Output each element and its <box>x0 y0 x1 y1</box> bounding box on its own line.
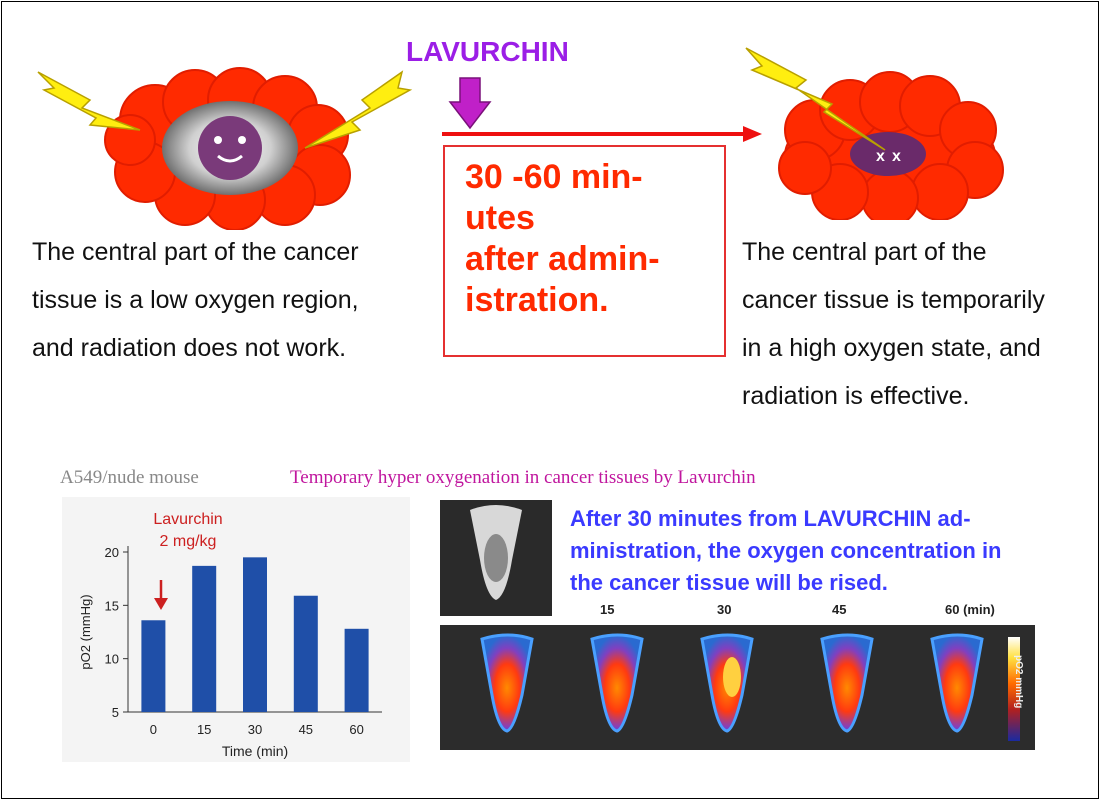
tumor-photo <box>440 500 552 616</box>
tumor-oxygenated-illustration: x x <box>745 47 1004 220</box>
x-tick-label: 60 <box>349 722 363 737</box>
lightning-bolt-icon <box>304 70 413 149</box>
epr-tumor-image-15 <box>590 633 644 733</box>
tumor-hypoxic-illustration <box>37 67 413 230</box>
y-tick-label: 15 <box>105 598 119 613</box>
bar-45 <box>293 595 318 712</box>
epr-tumor-image-45 <box>820 633 874 733</box>
cancer-cell-icon <box>198 116 262 180</box>
svg-text:x: x <box>892 148 901 165</box>
dose-arrow-icon <box>154 580 168 610</box>
left-caption-line: The central part of the cancer <box>32 238 359 266</box>
epr-tumor-image-0 <box>480 633 534 733</box>
x-tick-label: 30 <box>248 722 262 737</box>
y-axis-label: pO2 (mmHg) <box>78 594 93 669</box>
epr-image-strip: pO2 mmHg <box>440 625 1035 750</box>
bar-60 <box>344 628 369 712</box>
drug-arrow-icon <box>448 77 492 130</box>
lightning-bolt-icon <box>37 71 141 131</box>
drug-label: LAVURCHIN <box>406 36 569 67</box>
epr-tumor-image-30 <box>700 633 754 733</box>
epr-tumor-image-60 <box>930 633 984 733</box>
image-time-label: 60 (min) <box>945 602 995 617</box>
mouse-tumor-photo-icon <box>470 505 522 600</box>
left-caption-line: tissue is a low oxygen region, <box>32 286 359 314</box>
dose-label-line: Lavurchin <box>153 511 223 528</box>
time-interval-box: 30 -60 min- utes after admin- istration. <box>443 145 726 357</box>
timeline-arrow <box>442 126 762 142</box>
po2-bar-chart: 5 10 15 20 0 15 30 45 60 Time (min) pO2 (mmHg) <box>78 545 382 759</box>
right-caption-line: in a high oxygen state, and <box>742 334 1041 362</box>
lightning-bolt-icon <box>745 47 886 151</box>
bar-0 <box>141 620 166 712</box>
bar-15 <box>192 565 217 712</box>
dose-label-line: 2 mg/kg <box>159 533 217 550</box>
right-caption-line: cancer tissue is temporarily <box>742 286 1045 314</box>
y-tick-label: 5 <box>112 705 119 720</box>
svg-text:x: x <box>876 148 885 165</box>
bottom-heading: Temporary hyper oxygenation in cancer ti… <box>290 467 756 488</box>
oxygen-note: After 30 minutes from LAVURCHIN ad- mini… <box>570 506 1002 595</box>
right-caption-line: The central part of the <box>742 238 987 266</box>
tumor-cloud-right <box>778 71 1004 220</box>
x-axis-label: Time (min) <box>222 743 288 759</box>
epr-images <box>480 633 1020 741</box>
y-tick-label: 20 <box>105 545 119 560</box>
left-caption-line: and radiation does not work. <box>32 334 347 362</box>
bar-30 <box>243 557 267 712</box>
colorbar <box>1008 637 1020 741</box>
colorbar-label: pO2 mmHg <box>1013 655 1024 709</box>
image-time-label: 45 <box>832 602 847 617</box>
y-tick-label: 10 <box>105 652 119 667</box>
dose-label: Lavurchin 2 mg/kg <box>128 509 248 553</box>
x-tick-label: 45 <box>299 722 313 737</box>
dead-cancer-cell-icon: x x <box>850 132 926 176</box>
right-caption-line: radiation is effective. <box>742 382 970 410</box>
x-tick-label: 0 <box>150 722 157 737</box>
left-caption: The central part of the cancer tissue is… <box>32 228 359 372</box>
image-time-label: 30 <box>717 602 732 617</box>
time-interval-text: 30 -60 min- utes after admin- istration. <box>465 158 660 319</box>
right-caption: The central part of the cancer tissue is… <box>742 228 1045 420</box>
x-tick-label: 15 <box>197 722 211 737</box>
image-time-label: 15 <box>600 602 615 617</box>
model-label: A549/nude mouse <box>60 467 199 488</box>
